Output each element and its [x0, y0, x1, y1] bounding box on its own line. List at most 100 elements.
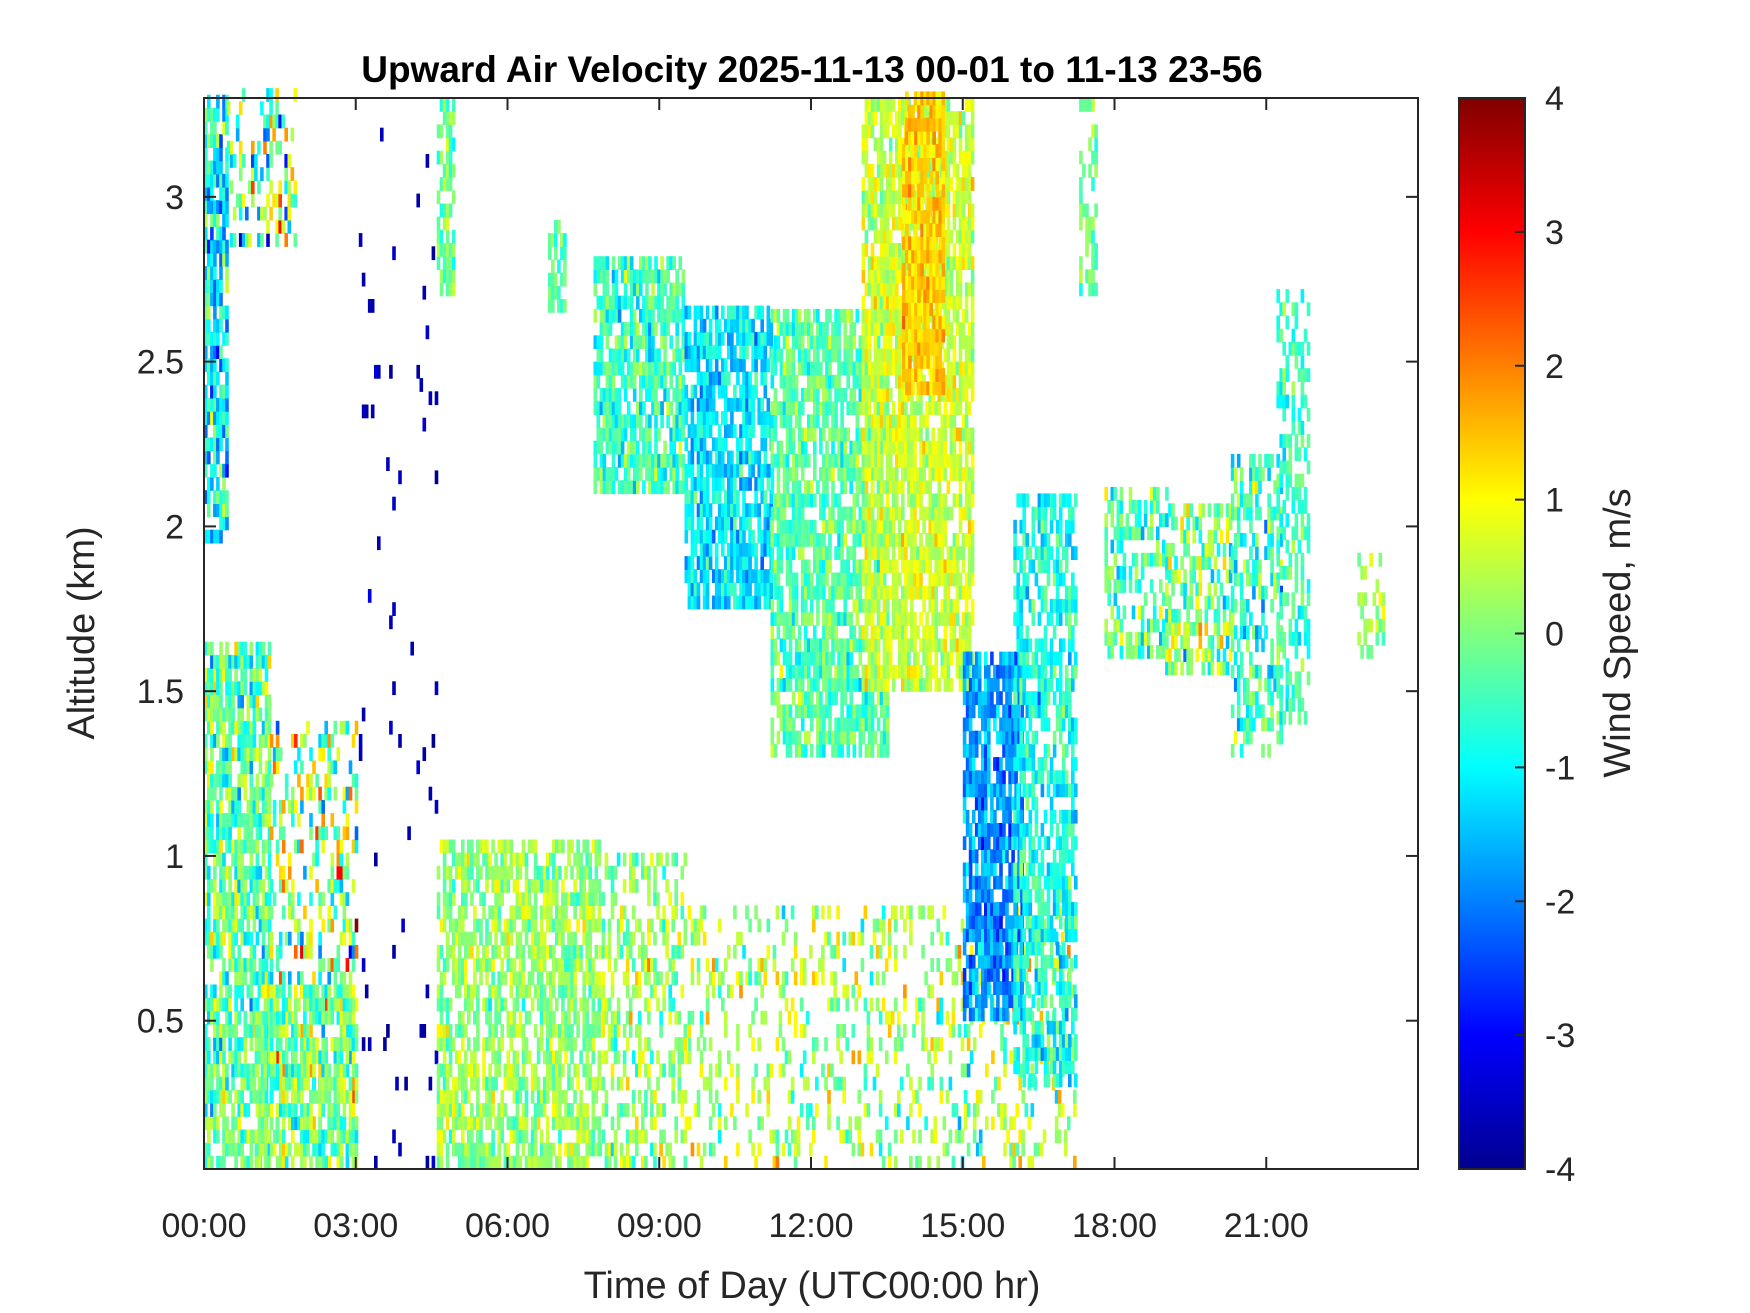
heatmap-cell	[354, 1142, 359, 1157]
heatmap-cell	[467, 944, 471, 959]
heatmap-cell	[497, 892, 501, 906]
heatmap-cell	[631, 1103, 636, 1117]
heatmap-cell	[342, 918, 347, 933]
heatmap-cell	[769, 490, 774, 504]
heatmap-cell	[687, 1037, 692, 1051]
heatmap-cell	[714, 1063, 719, 1078]
heatmap-cell	[567, 892, 571, 906]
heatmap-cell	[936, 1010, 940, 1025]
heatmap-cell	[567, 1037, 571, 1051]
heatmap-cell	[672, 361, 676, 376]
heatmap-cell	[696, 503, 701, 518]
heatmap-cell	[536, 931, 541, 946]
heatmap-cell	[512, 1050, 517, 1065]
heatmap-cell	[473, 918, 477, 933]
heatmap-cell	[494, 1116, 498, 1131]
heatmap-cell	[702, 371, 707, 386]
heatmap-cell	[678, 348, 683, 363]
heatmap-cell	[306, 931, 310, 946]
heatmap-cell	[770, 519, 775, 534]
heatmap-cell	[690, 595, 695, 610]
heatmap-cell	[306, 786, 310, 801]
heatmap-cell	[628, 944, 633, 959]
heatmap-cell	[598, 1076, 603, 1091]
heatmap-cell	[848, 931, 852, 946]
heatmap-cell	[521, 1076, 526, 1091]
heatmap-cell	[457, 984, 462, 999]
heatmap-cell	[607, 944, 612, 959]
heatmap-cell	[269, 1103, 274, 1117]
heatmap-cell	[588, 879, 592, 893]
heatmap-cell	[207, 1129, 211, 1144]
heatmap-cell	[748, 384, 752, 399]
heatmap-cell	[219, 799, 223, 814]
heatmap-cell	[506, 1050, 511, 1065]
heatmap-cell	[623, 335, 628, 350]
heatmap-cell	[585, 865, 589, 880]
heatmap-cell	[605, 269, 610, 284]
heatmap-cell	[677, 1010, 682, 1025]
heatmap-cell	[788, 388, 793, 402]
heatmap-cell	[591, 1076, 596, 1091]
heatmap-cell	[807, 691, 811, 705]
heatmap-cell	[467, 1155, 471, 1170]
heatmap-cell	[291, 1089, 295, 1104]
heatmap-cell	[839, 1129, 843, 1144]
heatmap-cell	[255, 971, 260, 986]
heatmap-cell	[684, 305, 689, 320]
heatmap-cell	[234, 668, 238, 682]
heatmap-cell	[791, 493, 796, 508]
heatmap-cell	[442, 918, 447, 933]
heatmap-cell	[281, 1076, 286, 1091]
heatmap-cell	[257, 1155, 262, 1170]
heatmap-cell	[793, 1155, 798, 1170]
heatmap-cell	[705, 595, 710, 610]
heatmap-cell	[617, 308, 622, 323]
heatmap-cell	[530, 958, 535, 972]
heatmap-cell	[754, 490, 758, 504]
heatmap-cell	[219, 490, 223, 504]
heatmap-cell	[702, 384, 707, 399]
heatmap-cell	[800, 440, 805, 455]
heatmap-cell	[249, 694, 254, 709]
heatmap-cell	[813, 335, 817, 350]
heatmap-cell	[494, 997, 498, 1012]
heatmap-cell	[616, 918, 621, 933]
heatmap-cell	[451, 1076, 456, 1091]
heatmap-cell	[210, 879, 214, 893]
heatmap-cell	[225, 892, 229, 906]
heatmap-cell	[650, 1089, 654, 1104]
heatmap-cell	[745, 332, 749, 346]
heatmap-cell	[494, 1155, 498, 1170]
heatmap-cell	[249, 1089, 254, 1104]
heatmap-cell	[491, 1024, 495, 1038]
heatmap-cell	[803, 598, 808, 613]
heatmap-cell	[727, 503, 731, 518]
heatmap-cell	[284, 773, 289, 788]
heatmap-cell	[251, 154, 255, 168]
heatmap-cell	[467, 1116, 471, 1131]
heatmap-cell	[345, 1037, 350, 1051]
heatmap-cell	[207, 134, 211, 148]
heatmap-cell	[264, 786, 269, 801]
heatmap-cell	[476, 1089, 480, 1104]
heatmap-cell	[464, 1089, 468, 1104]
heatmap-cell	[611, 361, 616, 376]
heatmap-cell	[204, 799, 208, 814]
heatmap-cell	[921, 997, 925, 1012]
heatmap-cell	[779, 559, 784, 574]
heatmap-cell	[684, 1116, 689, 1131]
heatmap-cell	[724, 529, 728, 544]
heatmap-cell	[518, 1076, 523, 1091]
heatmap-cell	[714, 463, 719, 478]
heatmap-cell	[611, 256, 616, 270]
heatmap-cell	[506, 1116, 511, 1131]
heatmap-cell	[555, 1076, 559, 1091]
heatmap-cell	[573, 971, 577, 986]
heatmap-cell	[246, 1024, 251, 1038]
heatmap-cell	[204, 318, 208, 333]
heatmap-cell	[570, 1024, 574, 1038]
heatmap-cell	[645, 348, 649, 363]
heatmap-cell	[216, 1050, 220, 1065]
heatmap-cell	[545, 944, 550, 959]
